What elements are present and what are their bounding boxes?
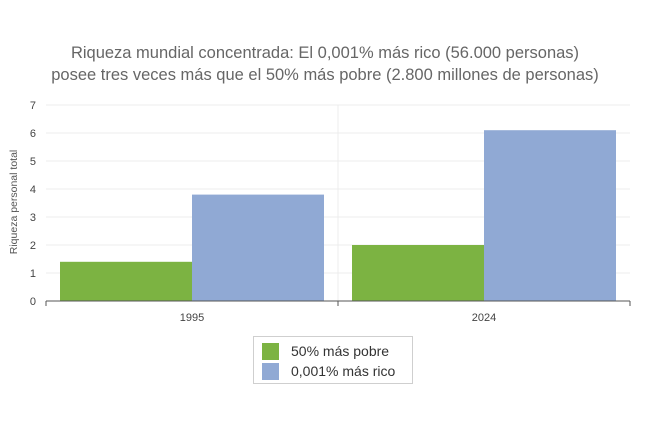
legend-item-poorest: 50% más pobre — [262, 341, 404, 361]
legend-item-richest: 0,001% más rico — [262, 361, 404, 381]
y-tick-label: 1 — [30, 268, 36, 280]
y-tick-label: 2 — [30, 240, 36, 252]
legend-swatch-poorest — [262, 342, 279, 360]
bars-layer — [60, 130, 616, 301]
y-tick-label: 7 — [30, 100, 36, 112]
bar — [192, 194, 324, 301]
legend: 50% más pobre 0,001% más rico — [253, 336, 413, 384]
y-tick-label: 0 — [30, 296, 36, 308]
chart-title: Riqueza mundial concentrada: El 0,001% m… — [71, 44, 579, 62]
y-tick-label: 5 — [30, 156, 36, 168]
legend-label-richest: 0,001% más rico — [291, 363, 396, 379]
bar — [352, 245, 484, 301]
y-tick-label: 4 — [30, 184, 36, 196]
bar — [60, 261, 192, 301]
y-axis-label: Riqueza personal total — [8, 150, 20, 254]
x-tick-label: 2024 — [472, 312, 496, 324]
y-tick-label: 6 — [30, 128, 36, 140]
axis-layer: 0 1 2 3 4 5 6 7 1995 2024 — [30, 100, 631, 324]
legend-swatch-richest — [262, 362, 279, 380]
y-tick-label: 3 — [30, 212, 36, 224]
bar — [484, 130, 616, 301]
x-tick-label: 1995 — [180, 312, 204, 324]
legend-label-poorest: 50% más pobre — [291, 343, 390, 359]
chart-subtitle: posee tres veces más que el 50% más pobr… — [51, 66, 599, 84]
